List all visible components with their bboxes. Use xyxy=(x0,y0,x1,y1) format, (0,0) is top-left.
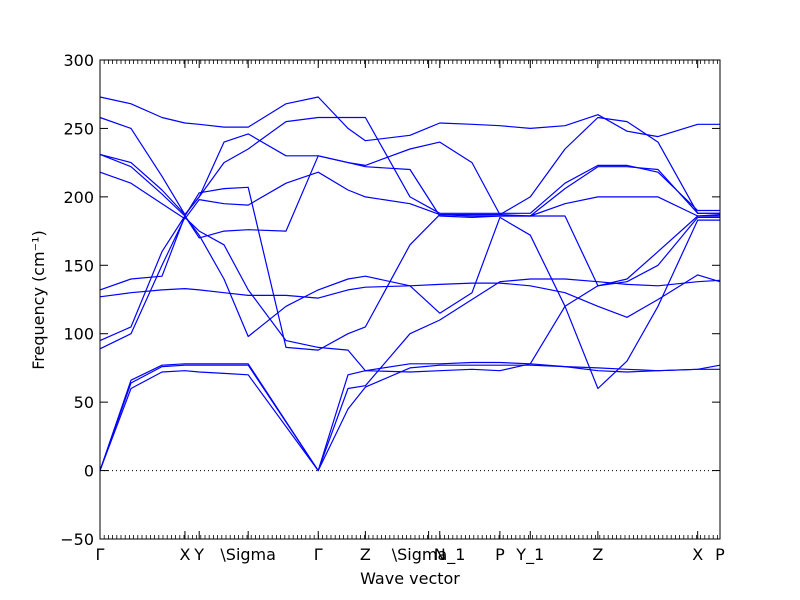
branch-line-5 xyxy=(99,215,720,390)
dispersion-series xyxy=(99,96,721,472)
y-tick-label: 100 xyxy=(63,325,94,344)
plot-frame xyxy=(99,59,721,540)
x-tick-label: N xyxy=(434,545,446,564)
x-tick-label: P xyxy=(495,545,505,564)
x-tick-label: \Sigma xyxy=(220,545,276,564)
branch-line-9 xyxy=(99,153,720,351)
x-minor-ticks xyxy=(99,60,718,539)
branch-line-12 xyxy=(99,96,720,142)
x-tick-label: P xyxy=(715,545,725,564)
branch-line-8 xyxy=(99,171,721,220)
x-tick-label: Z xyxy=(360,545,371,564)
x-axis-ticks: Γ X Y \Sigma Γ Z \Sigma_1N P Y_1 Z X P xyxy=(96,545,726,565)
y-tick-label: 50 xyxy=(74,393,94,412)
y-tick-label: 250 xyxy=(63,119,94,138)
y-tick-label: 300 xyxy=(63,51,94,70)
x-tick-label: Γ xyxy=(314,545,323,564)
y-tick-label: −50 xyxy=(60,530,94,549)
x-tick-label: \Sigma_1 xyxy=(392,545,466,565)
x-tick-label: X xyxy=(692,545,703,564)
y-tick-label: 0 xyxy=(84,462,94,481)
x-tick-label: Z xyxy=(592,545,603,564)
y-axis-label: Frequency (cm⁻¹) xyxy=(29,230,48,369)
x-tick-label: Y xyxy=(193,545,204,564)
y-tick-label: 200 xyxy=(63,188,94,207)
branch-line-1 xyxy=(99,364,720,472)
x-tick-label: Y_1 xyxy=(515,545,544,565)
y-tick-label: 150 xyxy=(63,256,94,275)
plot-background xyxy=(100,60,720,539)
branch-line-3 xyxy=(99,216,720,472)
x-axis-label: Wave vector xyxy=(360,569,460,588)
x-tick-label: Γ xyxy=(96,545,105,564)
branch-line-11 xyxy=(99,116,720,216)
branch-line-7 xyxy=(99,155,720,291)
x-tick-label: X xyxy=(179,545,190,564)
branch-line-4 xyxy=(99,216,721,373)
y-axis-ticks: −50 0 50 100 150 200 250 300 xyxy=(60,51,720,549)
